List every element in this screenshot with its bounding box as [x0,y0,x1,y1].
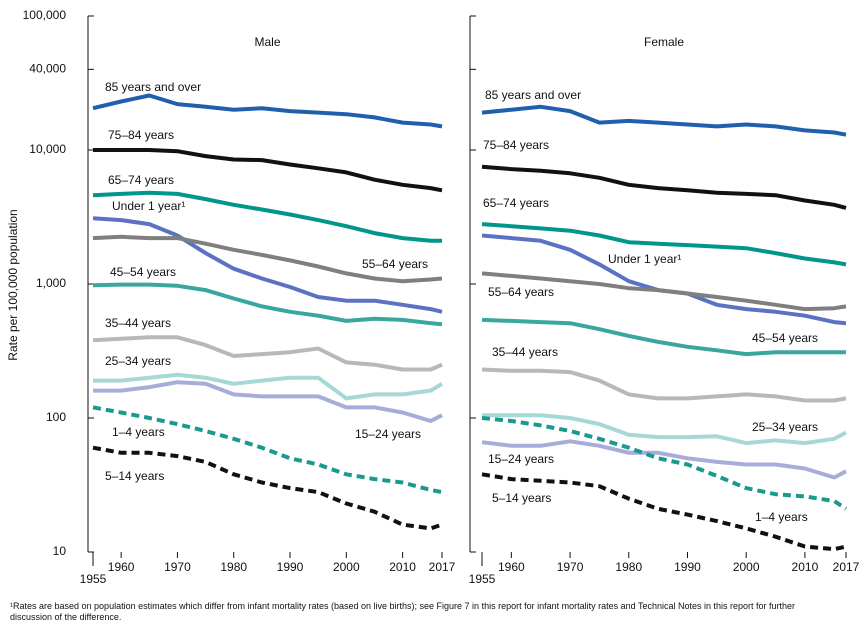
series-label: 55–64 years [362,257,428,271]
x-tick-label: 1990 [674,560,701,574]
series-label: 85 years and over [485,88,581,102]
x-tick-label: 2010 [389,560,416,574]
series-label: 75–84 years [108,128,174,142]
series-label: 15–24 years [355,427,421,441]
x-tick-label: 2017 [429,560,456,574]
x-tick-label: 2000 [733,560,760,574]
series-line [482,413,847,446]
series-line [92,335,443,372]
series-label: 1–4 years [112,425,165,439]
y-tick-label: 100 [46,410,66,424]
series-label: 65–74 years [108,173,174,187]
series-line [92,445,443,531]
series-line [481,367,847,403]
series-label: 5–14 years [492,491,551,505]
series-line [92,282,443,327]
series-label: 25–34 years [752,420,818,434]
series-label: 85 years and over [105,80,201,94]
series-label: Under 1 year¹ [112,199,185,213]
y-tick-label: 1,000 [36,276,66,290]
x-tick-label: 1970 [557,560,584,574]
series-line [481,222,847,267]
y-tick-label: 40,000 [29,61,66,75]
chart: Rate per 100,000 population Male 100,000 4… [6,8,860,586]
panel-title: Male [254,35,280,49]
series-line [92,216,443,314]
series-line [481,271,847,312]
series-line [93,148,443,193]
series-label: 1–4 years [755,510,808,524]
series-line [92,190,442,243]
x-tick-label: 1960 [108,560,135,574]
x-tick-label: 1960 [498,560,525,574]
x-tick-label: 1955 [80,572,107,586]
series-label: 45–54 years [752,331,818,345]
series-line [92,93,443,129]
series-label: 75–84 years [483,138,549,152]
series-line [93,372,444,401]
series-label: 65–74 years [483,196,549,210]
x-tick-label: 1990 [277,560,304,574]
footnote: ¹Rates are based on population estimates… [10,601,796,622]
series-label: 55–64 years [488,285,554,299]
y-tick-label: 100,000 [23,8,67,22]
series-line [92,405,443,495]
series-label: Under 1 year¹ [608,252,681,266]
y-tick-label: 10 [53,544,67,558]
series-label: 35–44 years [105,316,171,330]
series-line [481,472,847,552]
y-tick-label: 10,000 [29,142,66,156]
x-tick-label: 2000 [333,560,360,574]
series-line [481,317,846,357]
series-line [481,439,847,480]
series-label: 15–24 years [488,452,554,466]
x-tick-label: 1955 [469,572,496,586]
x-tick-label: 2010 [792,560,819,574]
series-label: 45–54 years [110,265,176,279]
series-line [93,380,443,423]
y-axis-label: Rate per 100,000 population [6,209,20,360]
panel-title: Female [644,35,684,49]
x-tick-label: 2017 [833,560,860,574]
series-label: 35–44 years [492,345,558,359]
x-tick-label: 1980 [220,560,247,574]
x-tick-label: 1980 [615,560,642,574]
series-line [481,416,848,511]
series-line [92,234,443,284]
series-line [481,104,847,137]
series-line [481,164,847,210]
series-label: 25–34 years [105,354,171,368]
series-label: 5–14 years [105,469,164,483]
x-tick-label: 1970 [164,560,191,574]
